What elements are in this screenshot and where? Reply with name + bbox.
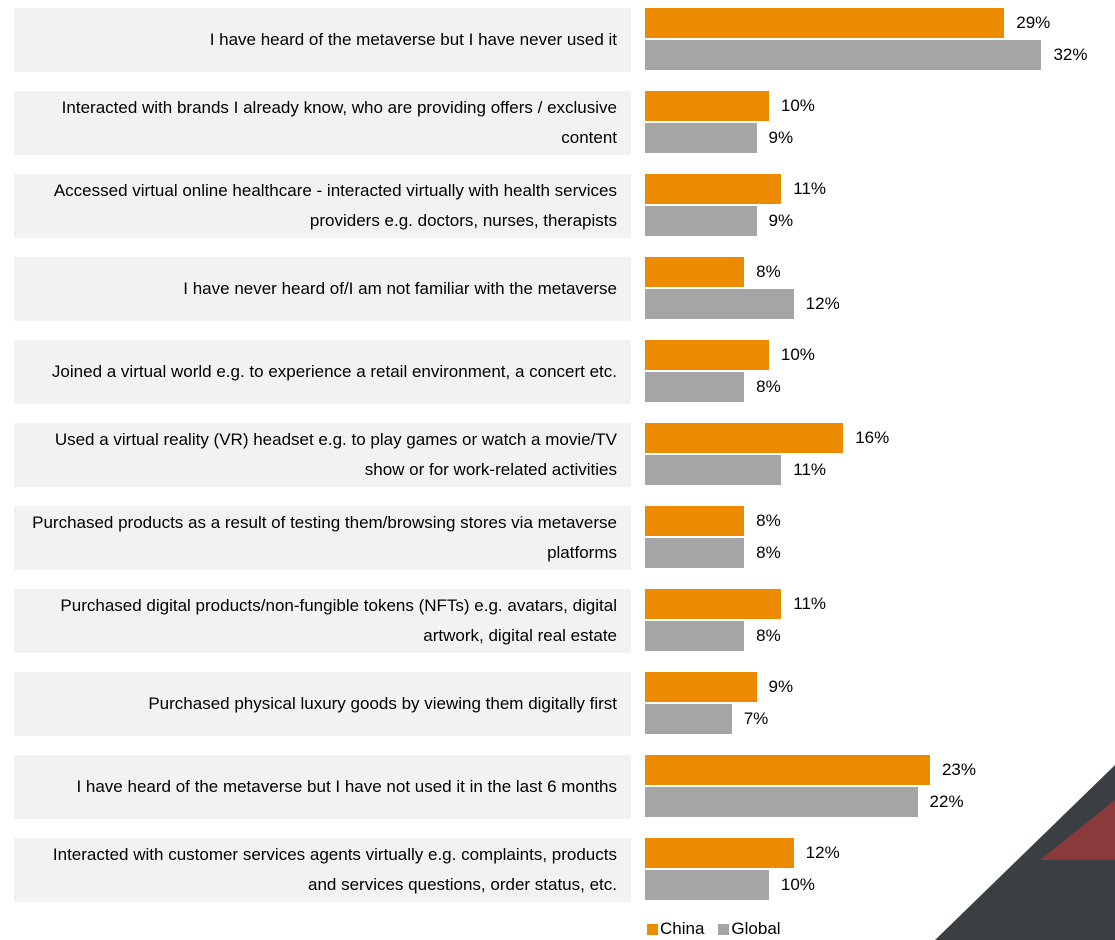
bar bbox=[645, 289, 794, 319]
bar bbox=[645, 8, 1005, 38]
value-label: 29% bbox=[1016, 13, 1051, 32]
corner-image-detail bbox=[1040, 800, 1115, 860]
legend-swatch bbox=[718, 924, 730, 935]
bar bbox=[645, 704, 732, 734]
value-label: 8% bbox=[756, 262, 781, 281]
bar bbox=[645, 538, 745, 568]
value-label: 10% bbox=[780, 96, 815, 115]
category-label: Purchased products as a result of testin… bbox=[14, 506, 631, 570]
value-label: 11% bbox=[793, 594, 827, 613]
bar bbox=[645, 838, 794, 868]
category-label: I have heard of the metaverse but I have… bbox=[14, 755, 631, 819]
bar bbox=[645, 340, 769, 370]
bar bbox=[645, 206, 757, 236]
category-label: Joined a virtual world e.g. to experienc… bbox=[14, 340, 631, 404]
value-label: 8% bbox=[756, 543, 781, 562]
bar bbox=[645, 589, 782, 619]
bar bbox=[645, 506, 745, 536]
bar bbox=[645, 787, 918, 817]
value-label: 8% bbox=[756, 377, 781, 396]
corner-image bbox=[935, 765, 1115, 940]
legend-label: China bbox=[660, 919, 705, 938]
bar bbox=[645, 672, 757, 702]
bar bbox=[645, 455, 782, 485]
legend-swatch bbox=[647, 924, 658, 935]
value-label: 9% bbox=[768, 677, 794, 696]
bar bbox=[645, 174, 782, 204]
category-label: Purchased physical luxury goods by viewi… bbox=[14, 672, 631, 736]
value-label: 32% bbox=[1053, 45, 1088, 64]
category-label: Purchased digital products/non-fungible … bbox=[14, 589, 631, 653]
bar bbox=[645, 372, 745, 402]
category-label: I have never heard of/I am not familiar … bbox=[14, 257, 631, 321]
bar bbox=[645, 123, 757, 153]
value-label: 22% bbox=[929, 792, 964, 811]
value-label: 23% bbox=[941, 760, 976, 779]
category-label: Accessed virtual online healthcare - int… bbox=[14, 174, 631, 238]
value-label: 11% bbox=[793, 179, 827, 198]
bar bbox=[645, 40, 1042, 70]
value-label: 7% bbox=[743, 709, 769, 728]
bar bbox=[645, 257, 745, 287]
value-label: 11% bbox=[793, 460, 827, 479]
value-label: 12% bbox=[805, 294, 840, 313]
value-label: 9% bbox=[768, 128, 794, 147]
category-label: I have heard of the metaverse but I have… bbox=[14, 8, 631, 72]
bar bbox=[645, 91, 769, 121]
category-label: Interacted with brands I already know, w… bbox=[14, 91, 631, 155]
value-label: 10% bbox=[780, 345, 815, 364]
category-label: Used a virtual reality (VR) headset e.g.… bbox=[14, 423, 631, 487]
value-label: 8% bbox=[756, 511, 781, 530]
legend-label: Global bbox=[731, 919, 781, 938]
bar bbox=[645, 755, 930, 785]
bar bbox=[645, 423, 844, 453]
value-label: 9% bbox=[768, 211, 794, 230]
value-label: 16% bbox=[855, 428, 890, 447]
bar bbox=[645, 870, 769, 900]
category-label: Interacted with customer services agents… bbox=[14, 838, 631, 902]
bar bbox=[645, 621, 745, 651]
value-label: 8% bbox=[756, 626, 781, 645]
value-label: 12% bbox=[805, 843, 840, 862]
value-label: 10% bbox=[780, 875, 815, 894]
